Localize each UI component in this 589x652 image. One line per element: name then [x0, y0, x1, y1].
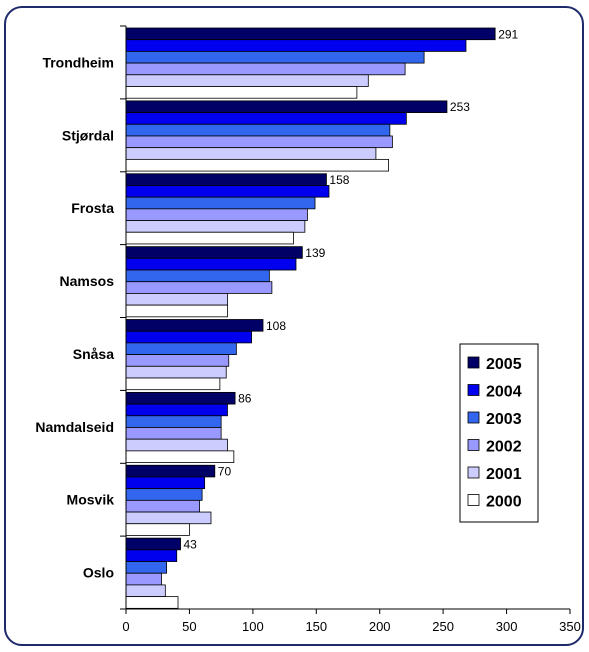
- bar-2000-trondheim: [125, 86, 358, 99]
- bar-2004-trondheim: [125, 39, 467, 52]
- legend-label-2002: 2002: [486, 439, 522, 456]
- category-label-stjørdal: Stjørdal: [62, 127, 114, 143]
- x-tick-label-300: 300: [496, 619, 518, 634]
- legend-label-2000: 2000: [486, 494, 522, 511]
- data-label-stjørdal: 253: [450, 100, 470, 114]
- bar-2000-oslo: [125, 596, 179, 609]
- x-tick-label-50: 50: [182, 619, 196, 634]
- bar-2001-namdalseid: [125, 438, 228, 452]
- x-tick-label-0: 0: [122, 619, 129, 634]
- bar-2000-snåsa: [125, 377, 221, 391]
- legend-swatch-2003: [467, 411, 480, 424]
- category-label-namdalseid: Namdalseid: [35, 419, 114, 435]
- data-label-mosvik: 70: [218, 465, 232, 479]
- category-label-oslo: Oslo: [83, 565, 114, 581]
- category-label-namsos: Namsos: [60, 273, 115, 289]
- legend-box: [459, 343, 539, 523]
- bar-2002-namdalseid: [125, 427, 222, 440]
- bar-2003-mosvik: [125, 488, 203, 501]
- bar-2000-namdalseid: [125, 450, 235, 463]
- bar-2005-trondheim: [125, 27, 496, 41]
- legend-swatch-2005: [467, 356, 480, 369]
- bar-2004-oslo: [125, 549, 178, 562]
- data-label-namsos: 139: [305, 246, 325, 260]
- data-label-trondheim: 291: [498, 27, 518, 41]
- bar-2000-namsos: [125, 304, 228, 318]
- bar-2000-frosta: [125, 231, 294, 245]
- x-tick-label-150: 150: [305, 619, 327, 634]
- bar-2002-mosvik: [125, 499, 200, 513]
- bar-2004-frosta: [125, 185, 330, 198]
- bar-2005-namsos: [125, 246, 303, 259]
- bar-2004-mosvik: [125, 476, 206, 490]
- legend-swatch-2004: [467, 384, 480, 396]
- bar-2003-stjørdal: [125, 123, 391, 137]
- bar-2001-trondheim: [125, 74, 369, 87]
- bar-2001-mosvik: [125, 511, 212, 525]
- category-label-mosvik: Mosvik: [67, 492, 115, 508]
- x-tick-label-250: 250: [432, 619, 454, 634]
- bar-2000-stjørdal: [125, 158, 389, 172]
- bar-2002-namsos: [125, 281, 273, 294]
- bar-2004-namdalseid: [125, 403, 228, 417]
- chart-frame: [4, 6, 584, 646]
- category-label-snåsa: Snåsa: [73, 346, 114, 362]
- bar-2003-snåsa: [125, 342, 237, 355]
- bar-2005-mosvik: [125, 464, 216, 478]
- bar-2001-oslo: [125, 584, 166, 598]
- legend-swatch-2001: [467, 466, 480, 479]
- bar-2003-trondheim: [125, 51, 425, 64]
- category-label-trondheim: Trondheim: [42, 54, 114, 70]
- bar-2001-namsos: [125, 293, 228, 306]
- category-label-frosta: Frosta: [71, 200, 114, 216]
- bar-2003-namsos: [125, 269, 270, 283]
- bar-2002-oslo: [125, 572, 162, 586]
- legend-label-2003: 2003: [486, 411, 522, 428]
- legend-swatch-2000: [467, 494, 480, 506]
- bar-2005-snåsa: [125, 319, 264, 332]
- x-tick-label-350: 350: [559, 619, 581, 634]
- legend-label-2001: 2001: [486, 466, 522, 483]
- bar-2004-namsos: [125, 257, 297, 271]
- bar-2005-namdalseid: [125, 391, 236, 405]
- bar-2002-snåsa: [125, 354, 230, 367]
- bar-2003-frosta: [125, 196, 316, 210]
- bar-2000-mosvik: [125, 523, 190, 536]
- bar-2005-frosta: [125, 173, 327, 186]
- bar-2004-snåsa: [125, 330, 252, 344]
- bar-2004-stjørdal: [125, 112, 407, 125]
- legend-label-2005: 2005: [486, 356, 522, 373]
- x-tick-label-200: 200: [369, 619, 391, 634]
- bar-2001-stjørdal: [125, 147, 377, 160]
- bar-2002-stjørdal: [125, 135, 393, 149]
- x-tick-label-100: 100: [242, 619, 264, 634]
- bar-2002-trondheim: [125, 62, 406, 76]
- bar-2003-oslo: [125, 561, 167, 574]
- bar-2003-namdalseid: [125, 415, 222, 428]
- data-label-frosta: 158: [329, 173, 349, 187]
- bar-2005-stjørdal: [125, 100, 448, 113]
- data-label-namdalseid: 86: [238, 392, 252, 406]
- bar-2001-frosta: [125, 220, 306, 233]
- bar-2001-snåsa: [125, 365, 227, 379]
- legend-swatch-2002: [467, 439, 480, 451]
- data-label-snåsa: 108: [266, 319, 286, 333]
- legend-label-2004: 2004: [486, 384, 522, 401]
- bar-2005-oslo: [125, 537, 181, 551]
- bar-2002-frosta: [125, 208, 308, 221]
- data-label-oslo: 43: [184, 538, 198, 552]
